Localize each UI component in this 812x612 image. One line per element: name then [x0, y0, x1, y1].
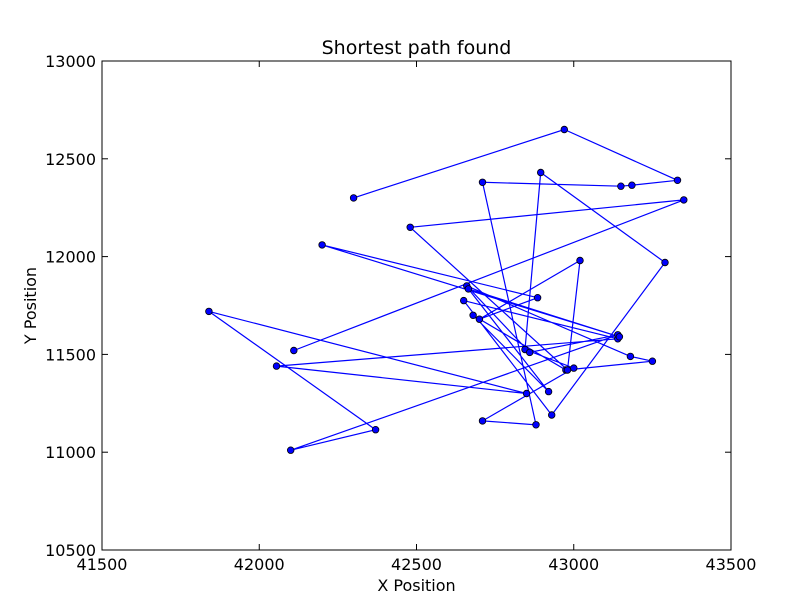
data-point: [318, 241, 326, 249]
data-point: [290, 346, 298, 355]
data-point: [617, 182, 625, 190]
data-point: [464, 285, 473, 293]
data-point: [680, 196, 688, 204]
x-tick-label: 43000: [548, 555, 599, 574]
data-point: [548, 411, 556, 419]
x-tick-label: 42500: [391, 555, 442, 574]
data-point: [478, 178, 487, 186]
y-tick-label: 11000: [45, 443, 96, 462]
data-point: [522, 389, 531, 398]
data-point: [475, 315, 484, 323]
x-tick-label: 42000: [234, 555, 285, 574]
data-point: [648, 357, 657, 365]
data-point: [615, 333, 624, 341]
y-tick-label: 13000: [45, 52, 96, 71]
data-point: [537, 168, 545, 177]
path-line: [208, 128, 685, 451]
data-point: [628, 181, 636, 189]
data-point: [661, 258, 669, 267]
data-point: [526, 348, 534, 357]
x-tick-label: 41500: [77, 555, 128, 574]
data-point: [563, 366, 572, 374]
y-axis-label: Y Position: [21, 267, 40, 345]
chart-title: Shortest path found: [322, 37, 512, 59]
data-point: [469, 311, 477, 319]
y-tick-label: 12000: [45, 248, 96, 267]
data-point: [287, 446, 295, 454]
plot-area: [205, 125, 688, 454]
data-point: [272, 362, 281, 370]
data-point: [205, 307, 213, 316]
x-axis-label: X Position: [377, 576, 455, 595]
data-point: [478, 417, 487, 425]
data-point: [626, 352, 635, 361]
y-tick-label: 12500: [45, 150, 96, 169]
data-point: [570, 364, 578, 372]
data-point: [371, 426, 380, 434]
data-point: [532, 421, 540, 429]
y-tick-label: 10500: [45, 541, 96, 560]
data-point: [460, 296, 468, 305]
data-point: [544, 387, 553, 396]
x-tick-label: 43500: [706, 555, 757, 574]
data-point: [406, 223, 414, 231]
data-point: [349, 194, 358, 202]
data-point: [576, 256, 584, 265]
data-point: [533, 294, 542, 302]
data-point: [560, 125, 568, 134]
axis-ticks: 41500 42000 42500 43000 43500 10500 11000 11500…: [45, 52, 756, 574]
data-point: [673, 176, 682, 184]
y-tick-label: 11500: [45, 345, 96, 364]
